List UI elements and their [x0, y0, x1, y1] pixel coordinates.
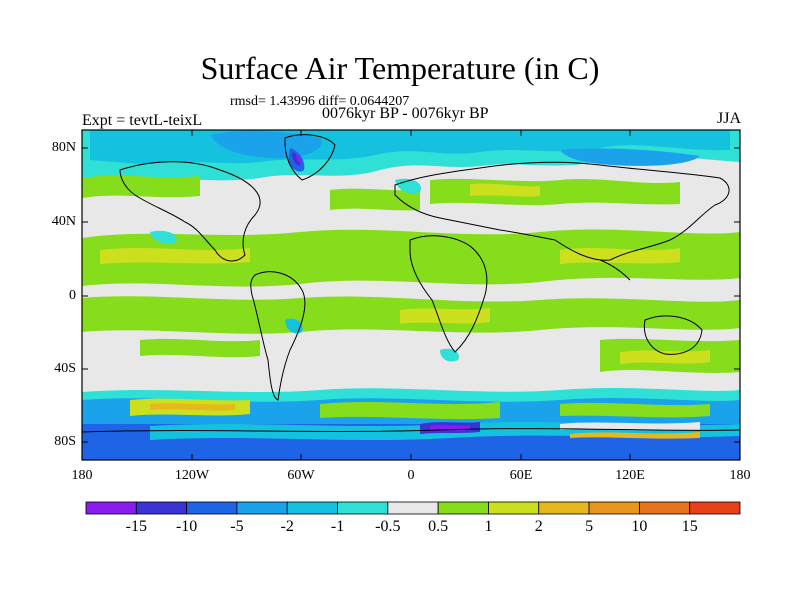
colorbar-swatch — [337, 501, 389, 515]
axis-ticks — [82, 130, 740, 460]
colorbar-label: -15 — [125, 518, 147, 535]
colorbar-swatch — [538, 501, 590, 515]
colorbar-swatch — [387, 501, 439, 515]
colorbar-swatch — [689, 501, 741, 515]
colorbar-label: -1 — [330, 518, 345, 535]
colorbar-label: 5 — [585, 518, 594, 535]
colorbar-swatch — [186, 501, 238, 515]
colorbar-swatch — [488, 501, 540, 515]
colorbar-swatch — [437, 501, 489, 515]
coastlines — [82, 134, 740, 433]
colorbar-swatch — [85, 501, 137, 515]
season-label: JJA — [716, 110, 741, 127]
colorbar-label: -5 — [230, 518, 244, 535]
colorbar — [85, 501, 741, 515]
colorbar-label: 15 — [681, 518, 698, 535]
lat-label-80n: 80N — [51, 140, 76, 155]
lat-label-40s: 40S — [54, 361, 76, 376]
lon-label-0: 0 — [407, 468, 415, 483]
colorbar-label: -0.5 — [375, 518, 401, 535]
stats-line: rmsd= 1.43996 diff= 0.0644207 — [230, 94, 410, 109]
lat-label-80s: 80S — [54, 434, 76, 449]
lon-label-120w: 120W — [174, 468, 210, 483]
colorbar-label: -10 — [175, 518, 198, 535]
temperature-field — [82, 130, 740, 460]
colorbar-swatch — [135, 501, 188, 515]
lon-label-120e: 120E — [615, 468, 645, 483]
colorbar-label: -2 — [280, 518, 294, 535]
colorbar-swatch — [236, 501, 288, 515]
lat-label-40n: 40N — [51, 214, 76, 229]
colorbar-label: 2 — [534, 518, 543, 535]
lon-label-180w: 180 — [71, 468, 93, 483]
lon-label-60w: 60W — [287, 468, 315, 483]
experiment-label: Expt = tevtL-teixL — [82, 112, 203, 129]
colorbar-swatch — [286, 501, 338, 515]
chart-title: Surface Air Temperature (in C) — [200, 50, 600, 86]
lon-label-180e: 180 — [729, 468, 751, 483]
lon-label-60e: 60E — [509, 468, 533, 483]
colorbar-label: 0.5 — [428, 518, 449, 535]
colorbar-swatch — [638, 501, 691, 515]
lat-label-0: 0 — [69, 288, 76, 303]
colorbar-swatch — [588, 501, 640, 515]
colorbar-label: 10 — [631, 518, 648, 535]
period-line: 0076kyr BP - 0076kyr BP — [322, 105, 489, 122]
colorbar-label: 1 — [484, 518, 493, 535]
